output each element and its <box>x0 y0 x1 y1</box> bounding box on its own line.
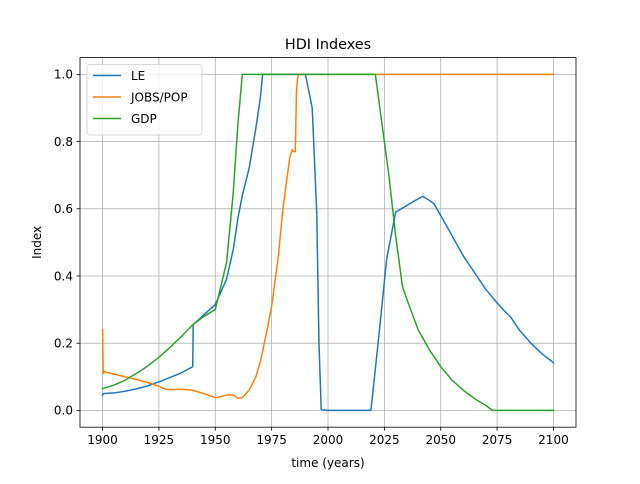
y-tick-label: 0.0 <box>54 404 73 418</box>
legend-label: LE <box>131 69 145 83</box>
x-tick-label: 1900 <box>87 433 118 447</box>
x-tick-label: 2050 <box>425 433 456 447</box>
y-tick-label: 0.2 <box>54 337 73 351</box>
x-axis-label: time (years) <box>291 456 364 470</box>
y-tick-label: 0.8 <box>54 135 73 149</box>
x-tick-label: 2100 <box>538 433 569 447</box>
legend-label: JOBS/POP <box>130 90 188 104</box>
x-tick-label: 2025 <box>369 433 400 447</box>
legend: LE JOBS/POP GDP <box>86 64 203 136</box>
series-layer <box>101 73 555 412</box>
tick-layer: 1900 1925 1950 1975 2000 2025 2050 2075 2100 0.0 0… <box>54 68 569 448</box>
y-tick-label: 0.6 <box>54 202 73 216</box>
x-tick-label: 1925 <box>144 433 175 447</box>
grid-layer <box>80 57 576 428</box>
y-tick-label: 0.4 <box>54 269 73 283</box>
chart-title: HDI Indexes <box>285 37 371 53</box>
legend-box <box>86 64 203 136</box>
series-line-gdp <box>101 73 555 412</box>
legend-label: GDP <box>131 112 157 126</box>
x-tick-label: 1950 <box>200 433 231 447</box>
series-line-le <box>101 73 555 412</box>
x-tick-label: 1975 <box>256 433 287 447</box>
x-tick-label: 2075 <box>482 433 513 447</box>
x-tick-label: 2000 <box>313 433 344 447</box>
y-axis-label: Index <box>30 226 44 259</box>
series-line-jobs-pop <box>101 73 555 400</box>
y-tick-label: 1.0 <box>54 68 73 82</box>
